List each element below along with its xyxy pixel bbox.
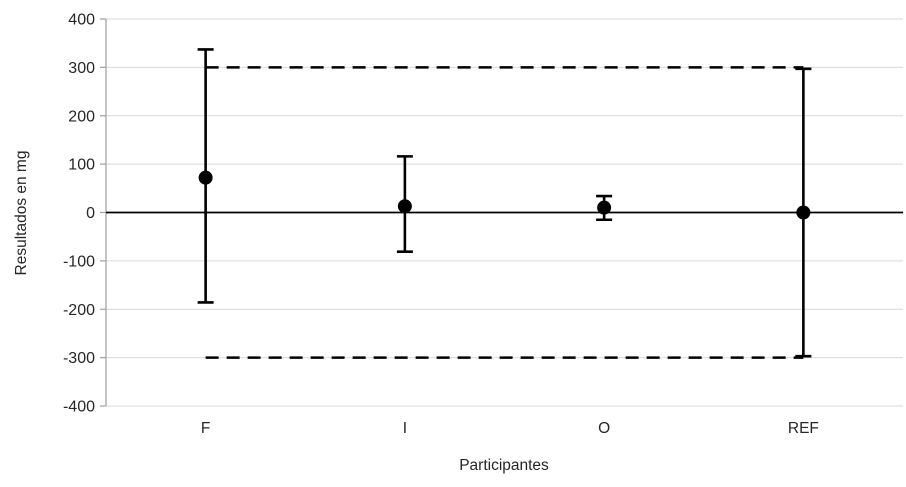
data-point-marker [198, 170, 213, 185]
x-category-label: I [403, 420, 407, 437]
y-tick-label: 400 [68, 12, 95, 29]
x-category-label: REF [788, 420, 819, 437]
y-tick-label: 0 [86, 205, 95, 222]
y-tick-label: -300 [63, 350, 95, 367]
y-axis-title: Resultados en mg [13, 150, 30, 276]
x-axis-title: Participantes [459, 457, 549, 474]
y-tick-label: 300 [68, 60, 95, 77]
y-tick-label: 200 [68, 108, 95, 125]
y-tick-label: -100 [63, 253, 95, 270]
data-point-marker [397, 199, 412, 214]
x-category-label: O [598, 420, 610, 437]
x-category-label: F [201, 420, 210, 437]
y-tick-label: -400 [63, 399, 95, 416]
data-point-marker [597, 200, 612, 215]
y-tick-label: 100 [68, 157, 95, 174]
data-point-marker [796, 205, 811, 220]
y-tick-label: -200 [63, 302, 95, 319]
